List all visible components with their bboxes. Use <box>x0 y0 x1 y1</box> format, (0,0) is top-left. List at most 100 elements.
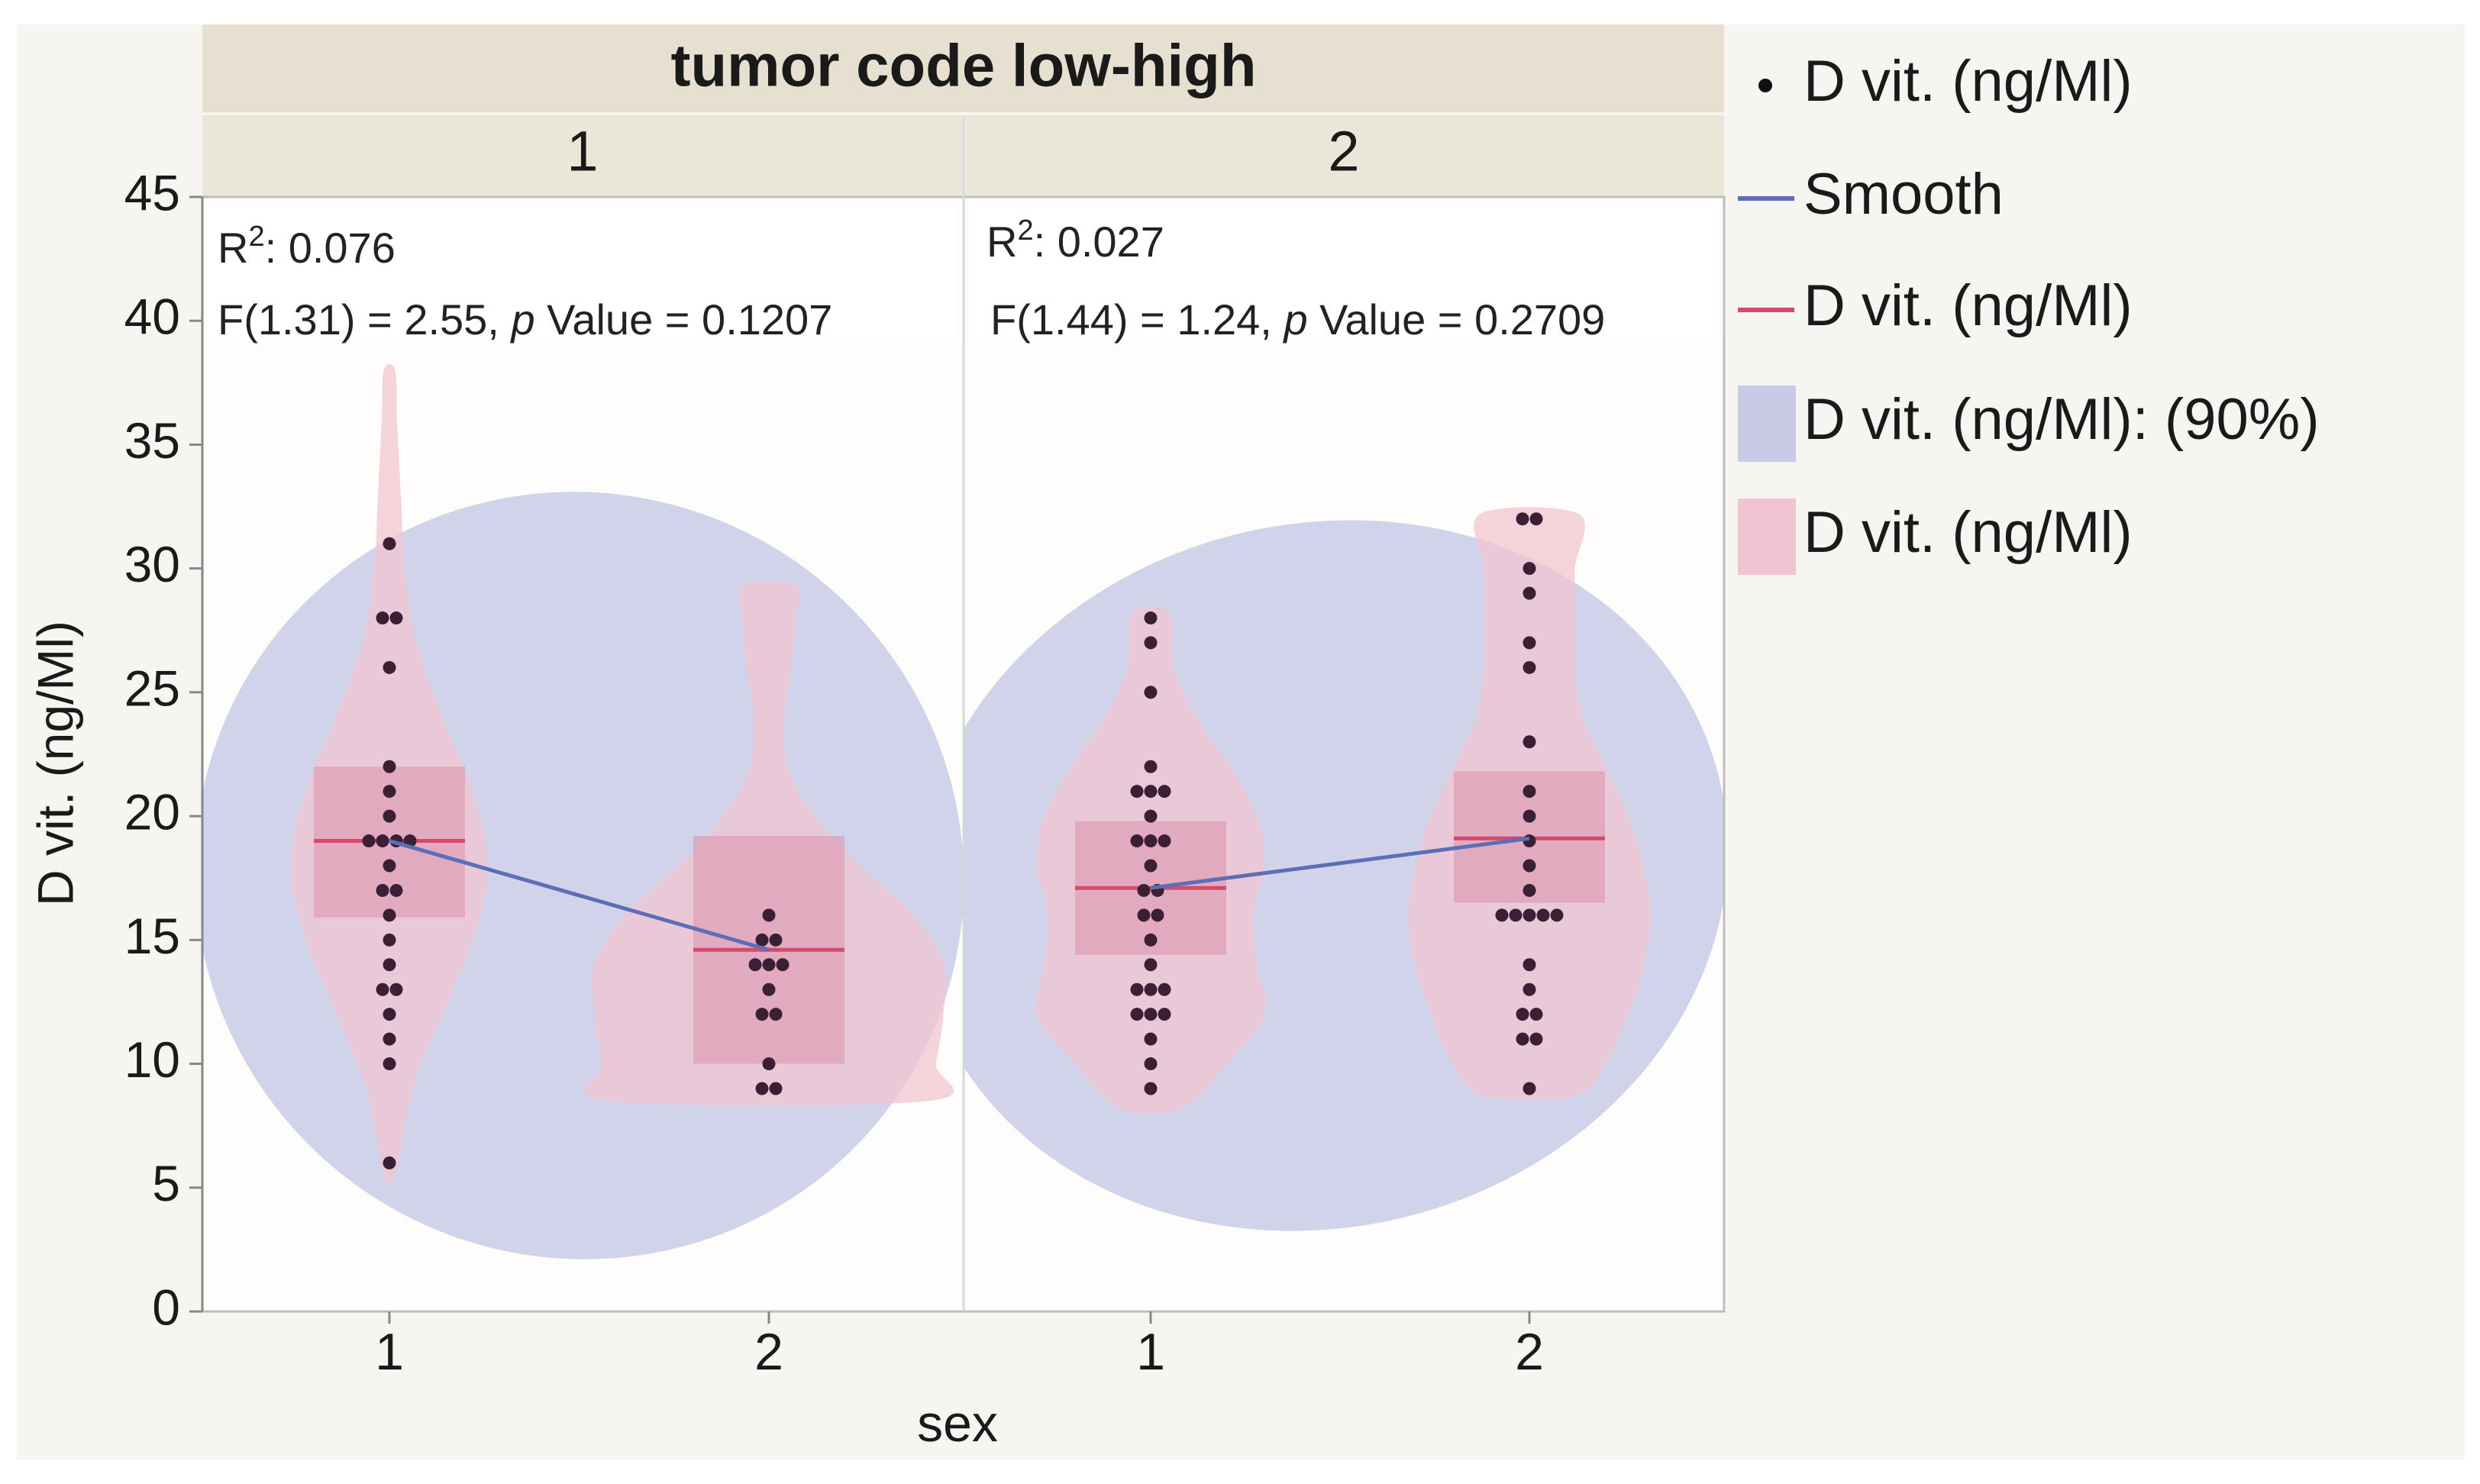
panel-1-group-2-point <box>755 933 769 947</box>
panel-2-group-2-point <box>1523 958 1536 972</box>
panel-2-group-1-point <box>1130 785 1144 798</box>
panel-label-band-1 <box>202 115 962 197</box>
panel-2-marks <box>964 507 1724 1231</box>
panel-2-group-2-point <box>1523 562 1536 576</box>
panel-1-group-1-point <box>383 785 396 798</box>
panel-1-group-1-point <box>383 660 396 674</box>
panel-1-group-2-point <box>755 1082 769 1095</box>
r-squared-1-value: : 0.076 <box>265 224 396 272</box>
panel-2-group-1-point <box>1144 809 1158 823</box>
panel-2-group-2-point <box>1523 785 1536 798</box>
panel-2-group-2-point <box>1516 512 1529 526</box>
panel-1-group-1-point <box>383 537 396 550</box>
panel-2-group-2-point <box>1523 809 1536 823</box>
x-axis: 1 2 1 2 <box>375 1311 1544 1381</box>
panel-2-group-1-point <box>1144 859 1158 873</box>
y-tick-label: 5 <box>152 1155 180 1211</box>
r-squared-2-base: R <box>987 218 1017 266</box>
panel-1-marks <box>202 364 964 1260</box>
legend-label: D vit. (ng/Ml) <box>1803 500 2133 565</box>
r-squared-2-value: : 0.027 <box>1034 218 1164 266</box>
legend-patch-marker <box>1738 498 1796 575</box>
panel-2-group-1-point <box>1158 982 1171 996</box>
panel-2-group-1-point <box>1158 834 1171 848</box>
panel-1-group-2-point <box>755 1008 769 1021</box>
panel-1-group-2-point <box>769 1082 783 1095</box>
panel-2-group-2-point <box>1523 859 1536 873</box>
panel-1-group-1-point <box>376 834 389 848</box>
panel-2-group-1-point <box>1144 636 1158 650</box>
y-tick-label: 45 <box>124 164 180 221</box>
y-tick-label: 25 <box>124 660 180 716</box>
f-statistic-1-text: F(1.31) = 2.55, <box>218 295 511 344</box>
panel-label-2: 2 <box>1328 120 1359 183</box>
panel-2-group-2-point <box>1529 512 1543 526</box>
panel-1-group-2-point <box>762 908 776 922</box>
y-tick-label: 40 <box>124 289 180 345</box>
y-tick-label: 0 <box>152 1279 180 1335</box>
panel-2-group-1-point <box>1144 933 1158 947</box>
y-tick-label: 35 <box>124 412 180 469</box>
p-value-1: Value = 0.1207 <box>535 295 833 344</box>
r-squared-1: R2: 0.076 <box>218 221 396 272</box>
panel-1-group-1-point <box>376 611 389 625</box>
r-squared-1-superscript: 2 <box>248 221 264 253</box>
facet-title-band <box>202 24 1724 112</box>
panel-1-group-1-point <box>376 883 389 897</box>
p-label-1: p <box>509 295 534 344</box>
legend-label: D vit. (ng/Ml) <box>1803 273 2133 338</box>
f-statistic-2: F(1.44) = 1.24, p Value = 0.2709 <box>990 295 1605 344</box>
panel-1-group-1-point <box>383 958 396 972</box>
panel-2-group-1-point <box>1130 834 1144 848</box>
panel-1-group-2-point <box>776 958 790 972</box>
panel-2-group-1-point <box>1137 908 1151 922</box>
panel-2-group-1-point <box>1158 1008 1171 1021</box>
legend-patch-marker <box>1738 386 1796 462</box>
panel-2-group-2-point <box>1523 660 1536 674</box>
panel-2-group-2-point <box>1523 908 1536 922</box>
panel-2-group-1-point <box>1144 1082 1158 1095</box>
panel-2-group-1-point <box>1144 834 1158 848</box>
legend-label: Smooth <box>1803 162 2004 227</box>
r-squared-2-superscript: 2 <box>1017 215 1033 247</box>
panel-1-group-1-point <box>389 982 403 996</box>
panel-2-group-1-point <box>1144 760 1158 773</box>
panel-1-group-2-point <box>762 958 776 972</box>
panel-2-group-1-point <box>1144 958 1158 972</box>
panel-1-group-1-point <box>376 982 389 996</box>
panel-1-group-1-point <box>383 1008 396 1021</box>
legend-label: D vit. (ng/Ml) <box>1803 49 2133 114</box>
panel-1-group-2-point <box>762 982 776 996</box>
panel-2-group-2-point <box>1550 908 1564 922</box>
p-label-2: p <box>1282 295 1307 344</box>
panel-2-group-1-point <box>1144 1032 1158 1046</box>
panel-1-group-2-point <box>748 958 762 972</box>
panel-label-band-2 <box>965 115 1724 197</box>
stats-box-2 <box>970 206 1718 342</box>
panel-2-group-1-point <box>1144 982 1158 996</box>
f-statistic-2-text: F(1.44) = 1.24, <box>990 295 1284 344</box>
y-axis-label: D vit. (ng/Ml) <box>27 621 83 906</box>
panel-2-group-1-point <box>1144 1008 1158 1021</box>
x-axis-label: sex <box>917 1395 998 1453</box>
panel-2-group-2-point <box>1523 586 1536 600</box>
legend: D vit. (ng/Ml) Smooth D vit. (ng/Ml) D vit.… <box>1738 49 2320 575</box>
stats-box-1 <box>208 206 956 342</box>
x-tick-label: 1 <box>1136 1323 1165 1381</box>
f-statistic-1: F(1.31) = 2.55, p Value = 0.1207 <box>218 295 832 344</box>
panel-1-group-1-point <box>389 883 403 897</box>
panel-2-group-2-point <box>1509 908 1523 922</box>
panel-2-group-1-point <box>1151 908 1164 922</box>
smooth-line-1 <box>389 839 770 952</box>
panel-2-group-2-point <box>1523 883 1536 897</box>
y-tick-label: 15 <box>124 908 180 964</box>
panel-2-group-2-point <box>1529 1008 1543 1021</box>
y-tick-label: 10 <box>124 1031 180 1088</box>
r-squared-1-base: R <box>218 224 248 272</box>
panel-1-group-1-point <box>383 933 396 947</box>
r-squared-2: R2: 0.027 <box>987 215 1164 266</box>
panel-2-group-1-point <box>1144 611 1158 625</box>
panel-2-group-2-point <box>1523 636 1536 650</box>
panel-2-group-2-point <box>1529 1032 1543 1046</box>
